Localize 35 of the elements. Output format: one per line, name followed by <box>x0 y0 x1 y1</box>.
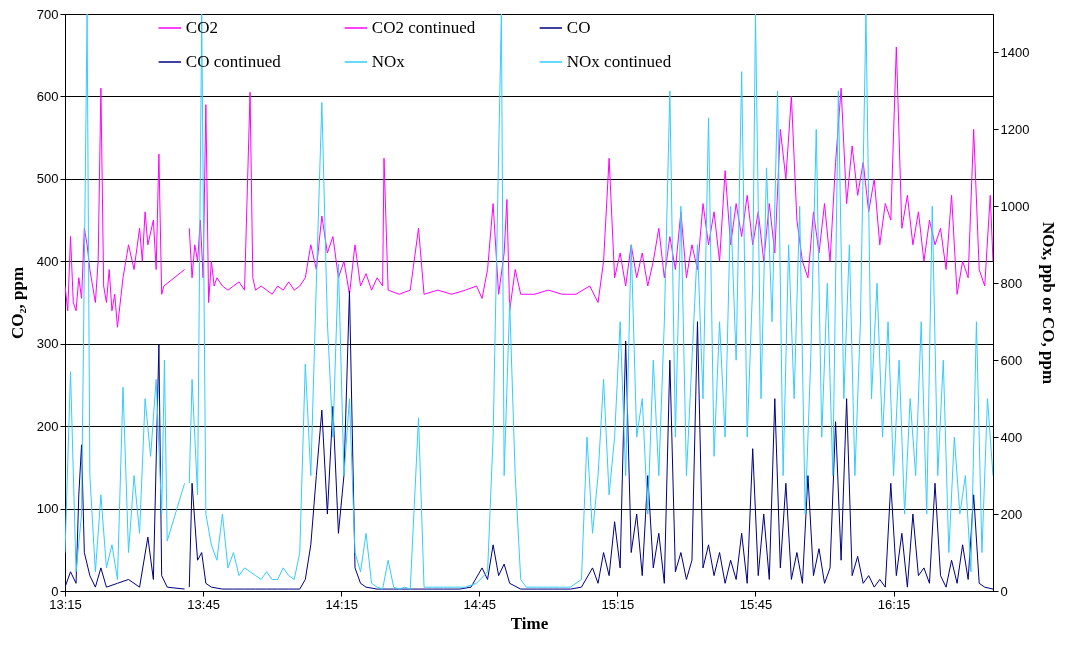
y2-tick-label: 1400 <box>1000 44 1030 60</box>
y2-tick-label: 1200 <box>1000 121 1030 137</box>
x-tick-label: 14:45 <box>463 596 497 612</box>
legend-label: NOx <box>371 52 406 71</box>
x-tick-label: 16:15 <box>877 596 911 612</box>
y2-tick-label: 600 <box>1000 352 1023 368</box>
y2-tick-label: 0 <box>1000 583 1008 599</box>
x-tick-label: 13:45 <box>187 596 220 612</box>
line-series <box>188 14 993 590</box>
line-series <box>65 344 186 590</box>
y-axis-title: CO₂, ppm <box>7 266 27 340</box>
legend-label: CO2 continued <box>371 18 476 37</box>
y-tick-label: 100 <box>36 501 59 517</box>
legend-label: CO <box>566 18 591 37</box>
x-tick-label: 14:15 <box>325 596 358 612</box>
y-tick-label: 300 <box>36 336 59 352</box>
y2-tick-label: 200 <box>1000 506 1023 522</box>
y-tick-label: 700 <box>36 6 59 22</box>
line-series <box>65 87 186 328</box>
y2-tick-label: 800 <box>1000 275 1023 291</box>
y2-tick-label: 400 <box>1000 429 1023 445</box>
y-tick-label: 500 <box>36 171 59 187</box>
y-tick-label: 0 <box>51 583 59 599</box>
y-tick-label: 400 <box>36 253 59 269</box>
y-tick-label: 200 <box>36 418 59 434</box>
legend-label: NOx continued <box>566 52 672 71</box>
line-series <box>65 14 186 580</box>
y2-tick-label: 1000 <box>1000 198 1030 214</box>
line-series <box>188 290 993 590</box>
x-tick-label: 13:15 <box>49 596 82 612</box>
y2-axis-title: NOx, ppb or CO, ppm <box>1039 221 1059 385</box>
x-tick-label: 15:15 <box>601 596 635 612</box>
x-axis-title: Time <box>510 613 549 633</box>
y-tick-label: 600 <box>36 88 59 104</box>
x-tick-label: 15:45 <box>739 596 773 612</box>
